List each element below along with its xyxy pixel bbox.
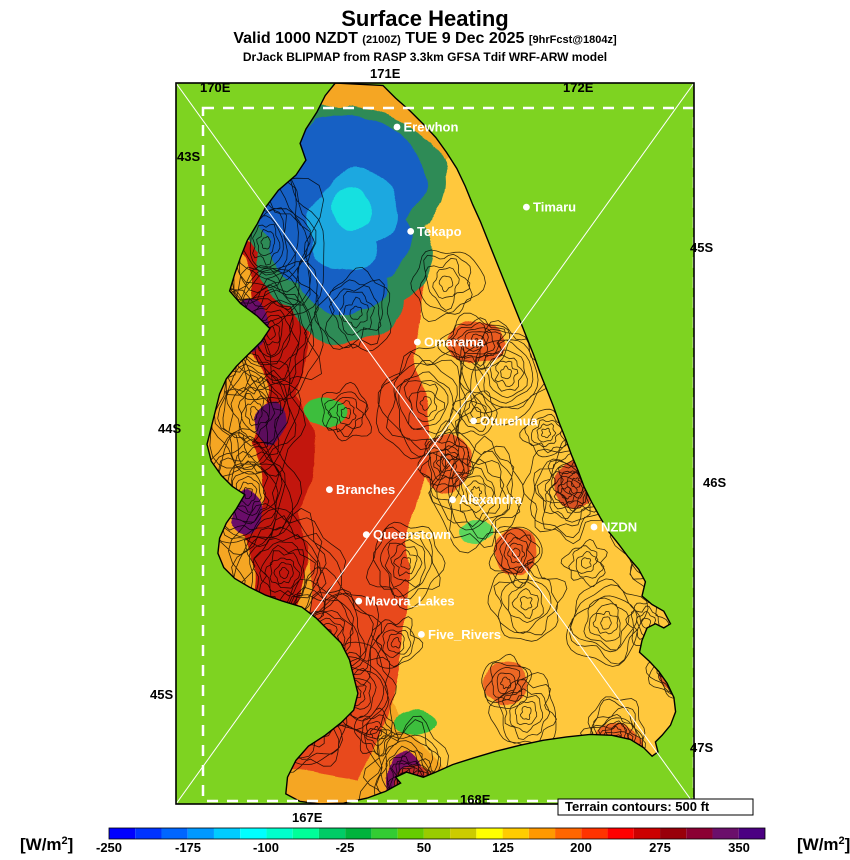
svg-text:-175: -175 — [175, 840, 201, 855]
svg-text:171E: 171E — [370, 66, 401, 81]
svg-text:-250: -250 — [96, 840, 122, 855]
svg-text:170E: 170E — [200, 80, 231, 95]
svg-text:NZDN: NZDN — [601, 520, 637, 535]
svg-text:200: 200 — [570, 840, 592, 855]
svg-text:Branches: Branches — [336, 482, 395, 497]
svg-text:-100: -100 — [253, 840, 279, 855]
svg-text:Five_Rivers: Five_Rivers — [428, 627, 501, 642]
svg-text:167E: 167E — [292, 810, 323, 825]
svg-text:Oturehua: Oturehua — [480, 413, 539, 428]
svg-text:50: 50 — [417, 840, 431, 855]
svg-text:43S: 43S — [177, 149, 200, 164]
svg-text:Erewhon: Erewhon — [404, 120, 459, 135]
svg-text:46S: 46S — [703, 475, 726, 490]
svg-text:350: 350 — [728, 840, 750, 855]
svg-text:275: 275 — [649, 840, 671, 855]
svg-text:-25: -25 — [336, 840, 355, 855]
svg-text:Queenstown: Queenstown — [373, 527, 451, 542]
svg-text:[W/m2]: [W/m2] — [20, 835, 73, 854]
svg-text:47S: 47S — [690, 740, 713, 755]
svg-text:Timaru: Timaru — [533, 200, 576, 215]
svg-text:45S: 45S — [690, 240, 713, 255]
svg-text:[W/m2]: [W/m2] — [797, 835, 850, 854]
svg-text:172E: 172E — [563, 80, 594, 95]
svg-text:45S: 45S — [150, 687, 173, 702]
svg-text:Omarama: Omarama — [424, 335, 485, 350]
svg-text:44S: 44S — [158, 421, 181, 436]
svg-text:Terrain contours: 500 ft: Terrain contours: 500 ft — [565, 799, 710, 814]
svg-text:125: 125 — [492, 840, 514, 855]
svg-text:168E: 168E — [460, 792, 491, 807]
svg-text:Alexandra: Alexandra — [459, 492, 523, 507]
svg-text:Mavora_Lakes: Mavora_Lakes — [365, 594, 455, 609]
svg-text:Tekapo: Tekapo — [417, 224, 462, 239]
